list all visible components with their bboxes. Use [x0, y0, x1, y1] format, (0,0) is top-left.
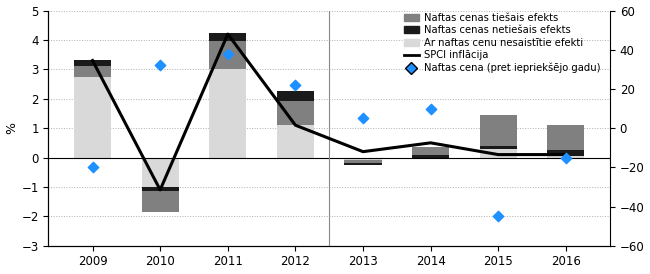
Bar — [480, 115, 517, 146]
Bar — [142, 158, 179, 212]
Bar — [209, 69, 246, 158]
Bar — [547, 125, 584, 158]
Point — [222, 52, 233, 56]
Bar — [277, 125, 314, 158]
Bar — [480, 115, 517, 158]
Point — [425, 106, 436, 111]
Bar — [480, 146, 517, 149]
Point — [155, 63, 165, 68]
Bar — [74, 77, 111, 158]
Bar — [412, 155, 449, 158]
Y-axis label: %: % — [6, 122, 19, 134]
Bar — [412, 147, 449, 158]
Point — [290, 83, 300, 87]
Bar — [547, 125, 584, 150]
Bar — [74, 65, 111, 77]
Point — [358, 116, 368, 121]
Bar — [209, 33, 246, 41]
Bar — [142, 191, 179, 212]
Bar — [277, 101, 314, 125]
Legend: Naftas cenas tiešais efekts, Naftas cenas netiešais efekts, Ar naftas cenu nesai: Naftas cenas tiešais efekts, Naftas cena… — [402, 11, 602, 75]
Bar — [344, 163, 382, 165]
Bar — [209, 41, 246, 69]
Bar — [277, 91, 314, 101]
Bar — [344, 158, 382, 161]
Bar — [412, 147, 449, 158]
Point — [87, 165, 98, 170]
Bar — [547, 150, 584, 156]
Point — [493, 214, 504, 219]
Bar — [74, 60, 111, 65]
Bar — [344, 161, 382, 165]
Bar — [142, 187, 179, 191]
Point — [561, 155, 571, 160]
